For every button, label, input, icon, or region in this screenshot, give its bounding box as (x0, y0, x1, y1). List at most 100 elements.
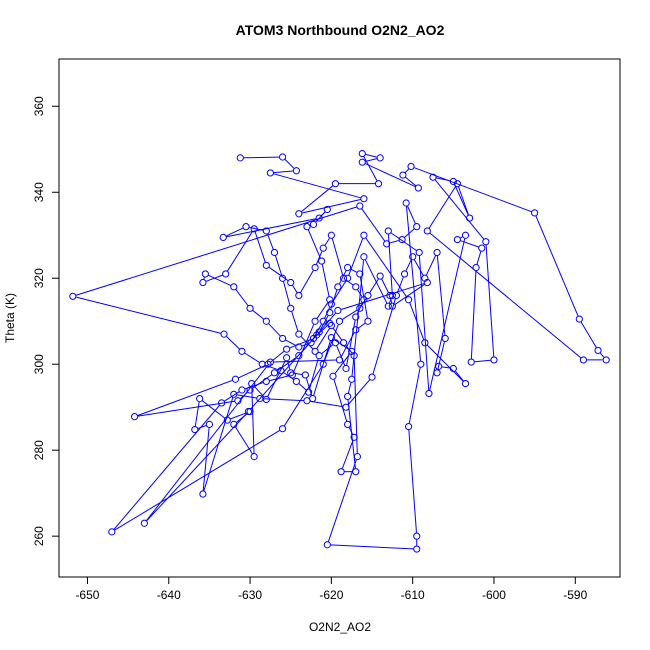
data-point (435, 362, 443, 370)
series-segment (341, 440, 354, 469)
series-segment (458, 186, 469, 216)
data-point (441, 334, 449, 343)
series-segment (313, 340, 331, 396)
data-point (327, 300, 335, 308)
data-point (231, 375, 240, 383)
data-point (262, 261, 270, 269)
series-segment (254, 231, 266, 263)
series-segment (307, 229, 321, 259)
y-tick-label: 260 (32, 526, 46, 546)
data-point (337, 468, 345, 476)
series-segment (282, 281, 291, 306)
data-point (323, 541, 331, 549)
series-segment (205, 274, 223, 282)
data-point (360, 231, 368, 239)
series-segment (381, 278, 389, 293)
data-point (335, 356, 344, 364)
data-point (376, 272, 384, 280)
data-point (278, 334, 287, 343)
data-point (414, 184, 422, 192)
data-point (326, 296, 334, 304)
data-point (270, 248, 279, 257)
series-segment (365, 163, 416, 187)
data-point (236, 154, 244, 162)
data-point (301, 371, 309, 379)
series-segment (327, 459, 357, 542)
series-segment (268, 266, 289, 281)
data-point (327, 231, 335, 239)
data-point (140, 519, 148, 527)
data-point (409, 253, 417, 261)
data-point (467, 358, 475, 366)
series-segment (283, 366, 322, 427)
data-point (453, 235, 461, 244)
series-segment (397, 276, 404, 293)
series-segment (390, 232, 417, 251)
data-point (270, 369, 279, 377)
data-point (223, 416, 231, 424)
series-segment (324, 237, 330, 246)
series-layer (69, 149, 610, 553)
series-segment (365, 158, 377, 162)
data-point (407, 162, 415, 171)
data-point (295, 343, 303, 351)
series-segment (146, 413, 247, 522)
data-point (413, 532, 421, 540)
series-segment (208, 274, 231, 286)
series-segment (334, 353, 351, 374)
data-point (374, 180, 383, 188)
series-segment (75, 206, 357, 296)
x-tick-label: -600 (482, 588, 506, 602)
data-point (238, 386, 246, 394)
data-point (278, 425, 287, 433)
series-segment (226, 227, 244, 237)
data-point (360, 253, 368, 261)
data-point (246, 386, 254, 394)
series-segment (434, 179, 485, 240)
series-segment (389, 239, 399, 244)
data-point (433, 248, 441, 257)
data-point (287, 278, 295, 287)
series-segment (365, 237, 408, 298)
data-point (262, 227, 270, 235)
series-segment (418, 255, 430, 391)
series-segment (146, 364, 269, 521)
x-tick-label: -610 (401, 588, 425, 602)
series-segment (580, 321, 597, 348)
data-point (199, 490, 207, 498)
data-point (449, 177, 457, 186)
data-point (131, 413, 139, 421)
data-point (311, 263, 319, 272)
series-segment (454, 184, 469, 216)
data-point (602, 356, 610, 364)
data-point (364, 291, 372, 300)
data-point (248, 379, 256, 388)
series-segment (323, 324, 339, 362)
data-point (482, 238, 490, 246)
series-segment (244, 352, 260, 363)
x-axis-label: O2N2_AO2 (309, 620, 371, 634)
series-segment (268, 323, 281, 337)
series-segment (348, 427, 354, 435)
data-point (368, 373, 376, 381)
y-axis: 260 280 300 320 340 360 (32, 96, 60, 546)
data-point (490, 356, 498, 364)
data-point (352, 313, 360, 321)
data-point (278, 274, 287, 282)
data-point (258, 360, 266, 368)
series-segment (300, 270, 314, 293)
series-segment (230, 412, 248, 420)
series-segment (425, 255, 437, 276)
series-segment (114, 430, 280, 531)
data-point (315, 352, 323, 360)
data-point (205, 420, 214, 428)
data-point (399, 171, 407, 179)
data-point (295, 210, 303, 218)
data-point (250, 453, 258, 461)
series-segment (276, 357, 297, 372)
y-tick-label: 360 (32, 96, 46, 116)
series-segment (235, 427, 253, 455)
data-point (358, 149, 366, 158)
data-point (383, 240, 391, 248)
